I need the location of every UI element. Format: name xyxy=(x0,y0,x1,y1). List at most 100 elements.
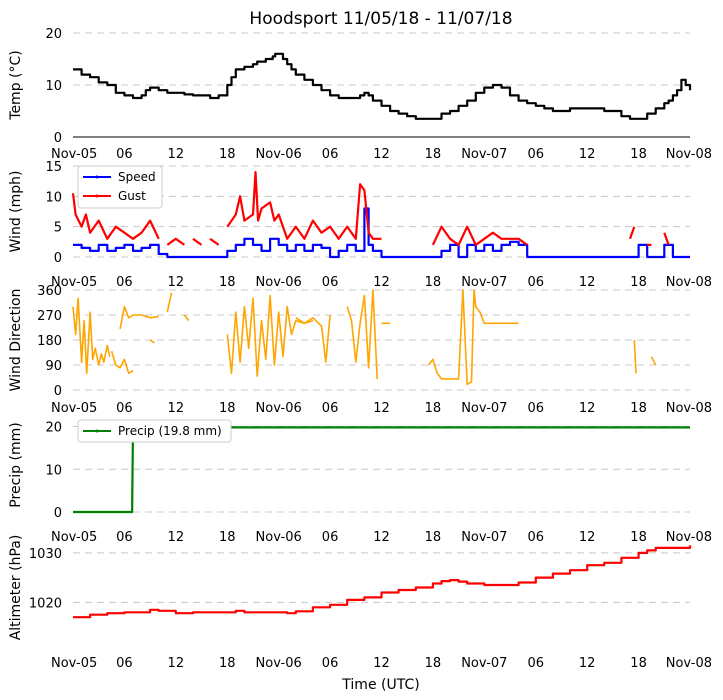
x-tick-label: 18 xyxy=(425,530,442,545)
series-temp xyxy=(73,52,692,120)
x-tick-label: 12 xyxy=(579,656,596,671)
x-tick-label: Nov-07 xyxy=(461,401,507,416)
series-line xyxy=(633,339,637,374)
x-tick-label: Nov-08 xyxy=(666,401,712,416)
x-tick-label: 12 xyxy=(168,401,185,416)
series-line xyxy=(346,289,378,379)
x-tick-label: 06 xyxy=(527,275,544,290)
x-tick-label: 12 xyxy=(168,530,185,545)
x-tick-label: 12 xyxy=(373,275,390,290)
y-tick-label: 180 xyxy=(37,334,62,349)
x-axis-label: Time (UTC) xyxy=(341,677,419,693)
x-tick-label: 18 xyxy=(425,401,442,416)
x-tick-label: 18 xyxy=(425,656,442,671)
x-tick-label: Nov-08 xyxy=(666,656,712,671)
x-tick-label: 12 xyxy=(373,401,390,416)
y-axis-label: Altimeter (hPa) xyxy=(8,535,24,641)
legend-marker xyxy=(95,429,99,433)
series-line xyxy=(650,356,657,366)
y-tick-label: 0 xyxy=(54,506,62,521)
series-line xyxy=(149,339,155,344)
series-gust xyxy=(71,171,670,246)
series-line xyxy=(209,237,220,246)
series-line xyxy=(183,314,190,322)
series-line xyxy=(431,225,528,246)
y-tick-label: 15 xyxy=(45,160,62,175)
x-tick-label: 06 xyxy=(116,401,133,416)
legend-box xyxy=(77,419,232,443)
x-tick-label: Nov-06 xyxy=(256,275,302,290)
x-tick-label: 06 xyxy=(116,656,133,671)
x-tick-label: 12 xyxy=(168,147,185,162)
y-axis-label: Wind (mph) xyxy=(8,171,24,253)
x-tick-label: 12 xyxy=(579,275,596,290)
x-tick-label: 06 xyxy=(116,275,133,290)
y-tick-label: 20 xyxy=(45,27,62,42)
legend: Precip (19.8 mm) xyxy=(77,419,232,443)
x-tick-label: 18 xyxy=(425,275,442,290)
x-tick-label: 18 xyxy=(630,275,647,290)
x-tick-label: Nov-07 xyxy=(461,147,507,162)
x-tick-label: 18 xyxy=(219,275,236,290)
x-tick-label: 12 xyxy=(579,530,596,545)
x-tick-label: 12 xyxy=(168,656,185,671)
x-tick-label: Nov-05 xyxy=(51,656,97,671)
series-line xyxy=(73,545,692,619)
y-tick-label: 0 xyxy=(54,131,62,146)
x-tick-label: 06 xyxy=(322,656,339,671)
y-axis-label: Wind Direction xyxy=(8,289,24,392)
chart-title: Hoodsport 11/05/18 - 11/07/18 xyxy=(249,9,512,29)
series-line xyxy=(73,52,692,120)
x-tick-label: Nov-08 xyxy=(666,147,712,162)
x-tick-label: 18 xyxy=(219,656,236,671)
x-tick-label: 06 xyxy=(527,147,544,162)
x-tick-label: 18 xyxy=(630,656,647,671)
panel-precip: 0 10 20 Precip (mm) Nov-05 06 12 18 Nov-06 06 12 18… xyxy=(8,419,712,545)
x-tick-label: 06 xyxy=(116,147,133,162)
x-tick-label: 12 xyxy=(168,275,185,290)
x-tick-label: Nov-05 xyxy=(51,147,97,162)
x-tick-label: Nov-06 xyxy=(256,401,302,416)
y-tick-label: 10 xyxy=(45,463,62,478)
legend: Speed Gust xyxy=(77,165,163,209)
panel-dir: 0 90 180 270 360 Wind Direction Nov-05 06 12 18 No… xyxy=(8,284,712,416)
y-tick-label: 1030 xyxy=(29,547,62,562)
series-precip-19-8-mm- xyxy=(73,426,690,514)
y-tick-label: 5 xyxy=(54,221,62,236)
series-speed xyxy=(73,207,690,259)
series-line xyxy=(226,294,331,377)
x-tick-label: 06 xyxy=(322,530,339,545)
x-tick-label: 12 xyxy=(373,656,390,671)
x-tick-label: Nov-08 xyxy=(666,530,712,545)
y-tick-label: 0 xyxy=(54,251,62,266)
x-tick-label: Nov-07 xyxy=(461,275,507,290)
legend-marker xyxy=(95,194,99,198)
series-line xyxy=(295,317,314,325)
x-tick-label: 18 xyxy=(630,401,647,416)
x-tick-label: Nov-06 xyxy=(256,656,302,671)
x-tick-label: 18 xyxy=(219,401,236,416)
series-line xyxy=(427,289,519,386)
series-line xyxy=(71,193,160,240)
x-tick-label: 06 xyxy=(322,147,339,162)
series-line xyxy=(628,226,636,240)
panel-temp: 0 10 20 Temp (°C) Nov-05 06 12 18 Nov-06 06 12 18 No… xyxy=(8,27,712,162)
x-tick-label: 18 xyxy=(425,147,442,162)
series-altimeter xyxy=(73,545,692,619)
y-tick-label: 1020 xyxy=(29,596,62,611)
series-line xyxy=(72,297,111,375)
panel-wind: 0 5 10 15 Wind (mph) Nov-05 06 12 18 Nov-06 06 12 18… xyxy=(8,160,712,290)
x-tick-label: Nov-08 xyxy=(666,275,712,290)
legend-label: Precip (19.8 mm) xyxy=(118,424,222,438)
x-tick-label: Nov-07 xyxy=(461,530,507,545)
series-line xyxy=(166,292,173,313)
y-tick-label: 0 xyxy=(54,384,62,399)
series-direction xyxy=(72,289,657,386)
x-tick-label: 18 xyxy=(630,530,647,545)
series-line xyxy=(226,171,382,240)
y-tick-label: 20 xyxy=(45,421,62,436)
x-tick-label: Nov-07 xyxy=(461,656,507,671)
y-tick-label: 360 xyxy=(37,284,62,299)
